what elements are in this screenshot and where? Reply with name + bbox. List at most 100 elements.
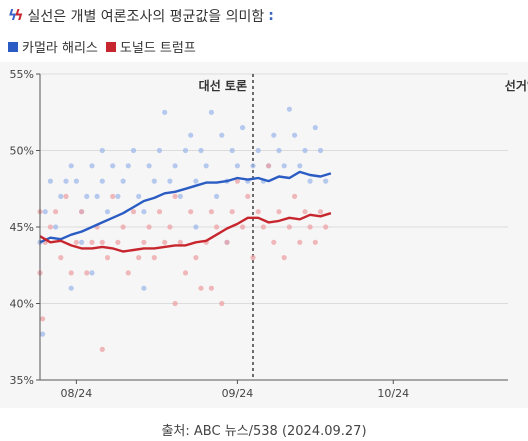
harris-poll-point [40,331,46,337]
trump-poll-point [312,239,318,245]
harris-poll-point [312,125,318,131]
trump-poll-point [104,255,111,261]
trump-poll-point [182,270,189,276]
harris-poll-point [208,109,214,115]
trump-poll-point [307,224,313,230]
lightning-icon-blue: ϟ [8,8,18,24]
harris-poll-point [42,209,48,215]
harris-poll-point [94,193,100,199]
legend-item-trump: 도널드 트럼프 [105,37,196,56]
harris-poll-point [255,147,261,154]
trump-poll-point [73,239,79,245]
header-colon: : [268,8,274,24]
legend-label-harris: 카멀라 해리스 [22,41,98,56]
harris-poll-point [73,178,79,184]
harris-poll-point [130,147,137,154]
trump-poll-point [271,239,277,245]
trump-poll-point [297,239,303,245]
trump-poll-point [115,239,121,245]
trump-poll-point [63,193,69,199]
trump-poll-point [281,255,287,261]
y-tick-label: 50% [10,145,34,158]
harris-poll-point [151,178,157,184]
legend-label-trump: 도널드 트럼프 [119,41,196,56]
trump-poll-point [156,209,163,215]
trump-poll-point [302,209,308,215]
harris-poll-point [240,125,246,131]
x-tick-label: 09/24 [222,387,254,400]
harris-poll-point [89,270,95,276]
trump-poll-point [99,346,105,352]
x-tick-label: 08/24 [61,387,93,400]
harris-poll-point [47,178,54,184]
trump-poll-point [234,178,240,184]
harris-poll-point [203,163,209,169]
lightning-icon-red: ϟ [14,8,24,24]
harris-poll-point [307,178,313,184]
y-tick-label: 35% [10,374,34,387]
trump-poll-point [208,285,214,291]
harris-poll-point [167,178,173,184]
trump-poll-point [146,224,152,230]
harris-poll-point [63,178,69,184]
event-label: 선거일 [505,78,528,93]
trump-poll-point [136,255,142,261]
y-tick-label: 45% [10,221,34,234]
harris-poll-point [271,132,277,138]
chart-header: ϟ ϟ 실선은 개별 여론조사의 평균값을 의미함 : [8,6,274,26]
harris-poll-point [286,106,292,112]
chart-note: 실선은 개별 여론조사의 평균값을 의미함 [27,9,265,25]
trump-poll-point [198,285,204,291]
harris-poll-point [53,224,59,230]
harris-poll-point [219,132,225,138]
harris-poll-point [214,193,220,199]
harris-poll-point [276,147,282,154]
trump-poll-point [125,270,131,276]
trump-poll-point [172,193,178,199]
harris-poll-point [99,178,105,184]
harris-average-line [39,170,332,244]
trump-poll-point [110,193,116,199]
trump-poll-point [99,239,105,245]
harris-poll-point [58,193,64,199]
trump-poll-point [266,163,272,169]
trump-poll-point [120,224,126,230]
trump-poll-point [250,255,256,261]
harris-poll-point [177,193,183,199]
trump-poll-point [177,239,183,245]
harris-poll-point [162,109,168,115]
legend-item-harris: 카멀라 해리스 [8,37,98,56]
harris-poll-point [323,178,329,184]
trump-poll-point [130,209,137,215]
harris-poll-point [302,147,308,154]
y-tick-label: 40% [10,298,34,311]
trump-poll-point [58,255,64,261]
trump-poll-point [317,209,324,215]
trump-poll-point [40,316,46,322]
harris-poll-point [229,147,235,154]
trump-poll-point [292,193,298,199]
y-tick-label: 55% [10,68,34,81]
trump-poll-point [162,239,168,245]
harris-poll-point [79,239,85,245]
harris-poll-point [156,147,163,154]
trump-poll-point [151,255,157,261]
harris-poll-point [99,147,105,154]
trump-poll-point [224,239,230,245]
harris-poll-point [110,163,116,169]
event-label: 대선 토론 [199,78,247,93]
harris-poll-point [104,209,111,215]
legend-swatch-harris [8,41,18,52]
harris-poll-point [115,193,121,199]
trump-poll-point [193,255,199,261]
trump-poll-point [260,224,266,230]
harris-poll-point [188,132,194,138]
trump-poll-point [141,239,147,245]
harris-poll-point [68,163,74,169]
trump-poll-point [47,224,54,230]
harris-poll-point [125,163,131,169]
harris-poll-point [84,193,90,199]
trump-poll-point [53,209,59,215]
trump-poll-point [229,209,235,215]
harris-poll-point [250,163,256,169]
